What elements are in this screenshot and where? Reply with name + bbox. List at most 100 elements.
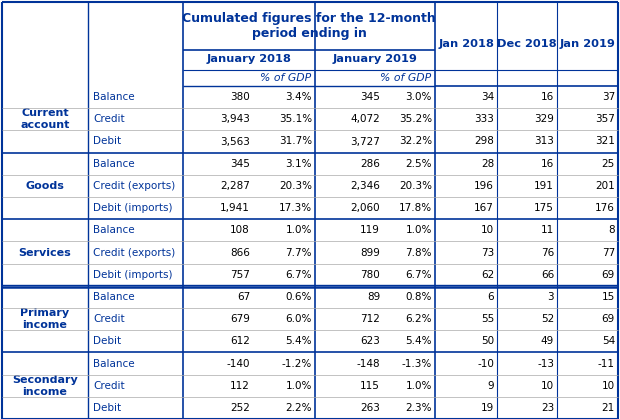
Text: 119: 119	[360, 225, 380, 235]
Text: 17.8%: 17.8%	[399, 203, 432, 213]
Text: 1,941: 1,941	[220, 203, 250, 213]
Text: 35.2%: 35.2%	[399, 114, 432, 124]
Text: 76: 76	[541, 248, 554, 258]
Text: 321: 321	[595, 137, 615, 147]
Text: 333: 333	[474, 114, 494, 124]
Text: Debit (imports): Debit (imports)	[93, 203, 172, 213]
Text: 73: 73	[480, 248, 494, 258]
Text: 15: 15	[602, 292, 615, 302]
Text: Jan 2018: Jan 2018	[438, 39, 494, 49]
Text: 25: 25	[602, 159, 615, 169]
Text: 16: 16	[541, 159, 554, 169]
Text: 35.1%: 35.1%	[279, 114, 312, 124]
Text: 679: 679	[230, 314, 250, 324]
Text: 298: 298	[474, 137, 494, 147]
Text: 9: 9	[487, 381, 494, 391]
Text: 23: 23	[541, 403, 554, 413]
Text: 89: 89	[367, 292, 380, 302]
Text: 167: 167	[474, 203, 494, 213]
Text: 49: 49	[541, 336, 554, 346]
Text: 69: 69	[602, 314, 615, 324]
Text: 899: 899	[360, 248, 380, 258]
Text: 21: 21	[602, 403, 615, 413]
Text: 34: 34	[480, 92, 494, 102]
Text: -140: -140	[226, 359, 250, 368]
Text: -11: -11	[598, 359, 615, 368]
Text: 3.0%: 3.0%	[405, 92, 432, 102]
Text: 6.0%: 6.0%	[286, 314, 312, 324]
Text: 52: 52	[541, 314, 554, 324]
Text: 329: 329	[534, 114, 554, 124]
Text: Current
account: Current account	[20, 109, 69, 130]
Text: 252: 252	[230, 403, 250, 413]
Text: 2.2%: 2.2%	[285, 403, 312, 413]
Text: 19: 19	[480, 403, 494, 413]
Text: 3: 3	[547, 292, 554, 302]
Text: 16: 16	[541, 92, 554, 102]
Text: 3,727: 3,727	[350, 137, 380, 147]
Text: Credit: Credit	[93, 314, 125, 324]
Text: 3,563: 3,563	[220, 137, 250, 147]
Text: Primary
income: Primary income	[20, 308, 69, 330]
Text: 55: 55	[480, 314, 494, 324]
Text: Debit: Debit	[93, 336, 121, 346]
Text: -1.2%: -1.2%	[281, 359, 312, 368]
Text: 50: 50	[481, 336, 494, 346]
Text: 757: 757	[230, 270, 250, 280]
Text: 0.8%: 0.8%	[405, 292, 432, 302]
Text: 20.3%: 20.3%	[399, 181, 432, 191]
Text: 69: 69	[602, 270, 615, 280]
Text: 3,943: 3,943	[220, 114, 250, 124]
Text: -148: -148	[356, 359, 380, 368]
Text: 67: 67	[237, 292, 250, 302]
Text: 11: 11	[541, 225, 554, 235]
Text: 1.0%: 1.0%	[405, 225, 432, 235]
Text: 8: 8	[608, 225, 615, 235]
Text: 3.1%: 3.1%	[285, 159, 312, 169]
Text: 112: 112	[230, 381, 250, 391]
Text: 612: 612	[230, 336, 250, 346]
Text: 115: 115	[360, 381, 380, 391]
Text: Credit (exports): Credit (exports)	[93, 181, 175, 191]
Text: Dec 2018: Dec 2018	[497, 39, 557, 49]
Text: Secondary
income: Secondary income	[12, 375, 78, 396]
Text: 10: 10	[481, 225, 494, 235]
Text: 17.3%: 17.3%	[279, 203, 312, 213]
Text: Balance: Balance	[93, 159, 135, 169]
Text: 2,060: 2,060	[350, 203, 380, 213]
Text: 191: 191	[534, 181, 554, 191]
Text: 108: 108	[230, 225, 250, 235]
Text: 7.8%: 7.8%	[405, 248, 432, 258]
Text: % of GDP: % of GDP	[260, 73, 311, 83]
Text: 4,072: 4,072	[350, 114, 380, 124]
Text: Balance: Balance	[93, 92, 135, 102]
Text: 0.6%: 0.6%	[286, 292, 312, 302]
Text: 5.4%: 5.4%	[285, 336, 312, 346]
Text: Balance: Balance	[93, 359, 135, 368]
Text: -1.3%: -1.3%	[402, 359, 432, 368]
Text: 286: 286	[360, 159, 380, 169]
Text: 313: 313	[534, 137, 554, 147]
Text: 54: 54	[602, 336, 615, 346]
Text: Debit: Debit	[93, 403, 121, 413]
Text: Goods: Goods	[25, 181, 64, 191]
Text: 6.7%: 6.7%	[285, 270, 312, 280]
Text: 1.0%: 1.0%	[286, 381, 312, 391]
Text: Services: Services	[19, 248, 71, 258]
Text: 780: 780	[360, 270, 380, 280]
Text: 77: 77	[602, 248, 615, 258]
Text: 196: 196	[474, 181, 494, 191]
Text: 20.3%: 20.3%	[279, 181, 312, 191]
Text: Credit (exports): Credit (exports)	[93, 248, 175, 258]
Text: 712: 712	[360, 314, 380, 324]
Text: Balance: Balance	[93, 292, 135, 302]
Text: 10: 10	[602, 381, 615, 391]
Text: 176: 176	[595, 203, 615, 213]
Text: Jan 2019: Jan 2019	[560, 39, 616, 49]
Text: Debit: Debit	[93, 137, 121, 147]
Text: % of GDP: % of GDP	[380, 73, 431, 83]
Text: 32.2%: 32.2%	[399, 137, 432, 147]
Text: Credit: Credit	[93, 381, 125, 391]
Text: 345: 345	[360, 92, 380, 102]
Text: 10: 10	[541, 381, 554, 391]
